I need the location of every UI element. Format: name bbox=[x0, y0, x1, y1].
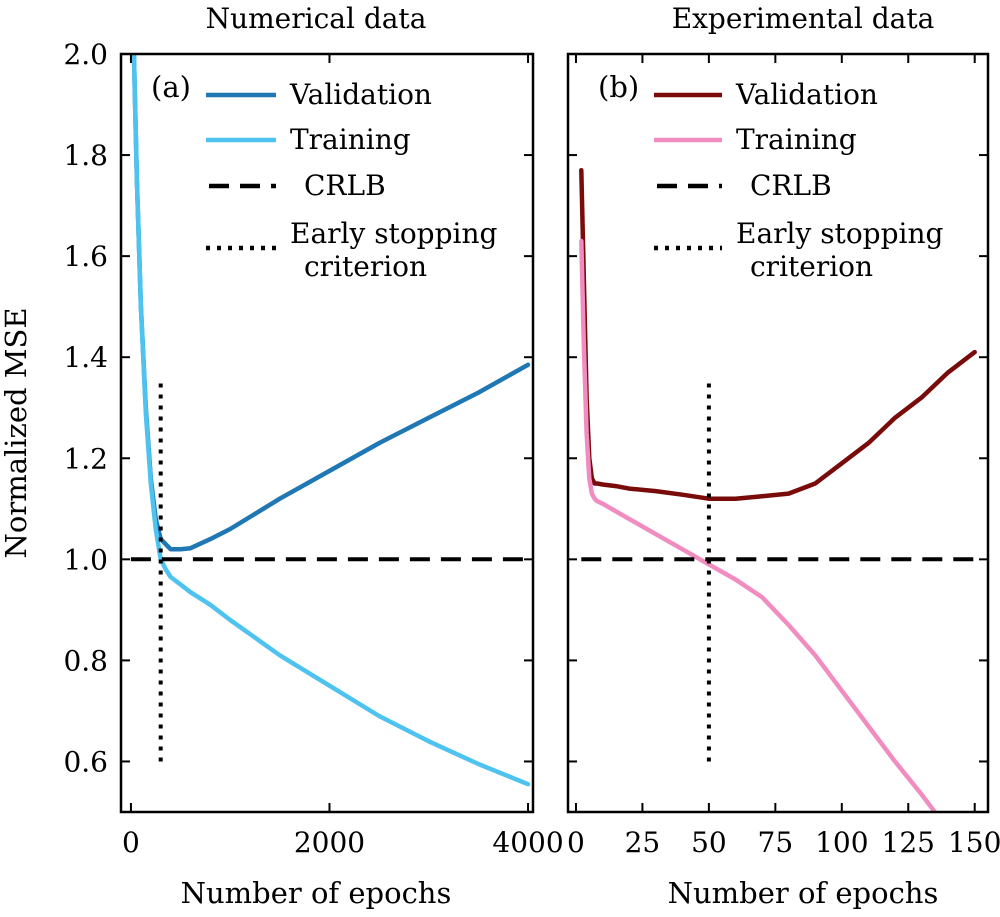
legend-label: CRLB bbox=[750, 169, 832, 202]
legend-label: criterion bbox=[750, 250, 873, 283]
x-axis-label: Number of epochs bbox=[668, 876, 939, 910]
y-tick-label: 1.4 bbox=[63, 341, 108, 374]
panel-b-frame: 0 25 50 75 100 125 150 Experimental data Number … bbox=[566, 2, 1000, 910]
x-tick-label: 50 bbox=[691, 826, 727, 859]
x-tick-label: 0 bbox=[567, 826, 585, 859]
y-tick-label: 1.8 bbox=[63, 139, 108, 172]
series-line-training bbox=[131, 54, 531, 787]
legend-label: CRLB bbox=[304, 169, 386, 202]
y-tick-label: 2.0 bbox=[63, 38, 108, 71]
axes-frame bbox=[566, 52, 990, 814]
legend-label: Validation bbox=[289, 78, 432, 111]
axes-frame bbox=[119, 52, 535, 814]
panel-label: (b) bbox=[598, 70, 639, 104]
x-tick-label: 0 bbox=[122, 826, 140, 859]
legend-label: Validation bbox=[735, 78, 878, 111]
y-tick-label: 1.6 bbox=[63, 240, 108, 273]
x-tick-label: 75 bbox=[758, 826, 794, 859]
panel-b-plot-area bbox=[579, 167, 977, 812]
legend-label: Early stopping bbox=[290, 217, 498, 250]
series-line-training bbox=[579, 238, 938, 812]
x-tick-label: 25 bbox=[625, 826, 661, 859]
legend-label: Training bbox=[290, 123, 411, 156]
x-tick-label: 4000 bbox=[492, 826, 563, 859]
y-tick-labels: 0.6 0.8 1.0 1.2 1.4 1.6 1.8 2.0 bbox=[63, 38, 108, 778]
legend-label: criterion bbox=[304, 250, 427, 283]
panel-b: 0 25 50 75 100 125 150 Experimental data Number … bbox=[566, 2, 1000, 910]
panel-a-frame: 0 2000 4000 Numerical data Number of epochs (… bbox=[119, 2, 564, 910]
panel-a-plot-area bbox=[130, 54, 531, 787]
legend-label: Early stopping bbox=[736, 217, 944, 250]
x-axis-label: Number of epochs bbox=[181, 876, 452, 910]
panel-label: (a) bbox=[151, 70, 191, 104]
y-tick-label: 0.6 bbox=[63, 745, 108, 778]
panel-title: Numerical data bbox=[206, 2, 427, 35]
x-tick-label: 100 bbox=[815, 826, 868, 859]
panel-a: 0 2000 4000 Numerical data Number of epochs (… bbox=[119, 2, 564, 910]
x-tick-label: 125 bbox=[882, 826, 935, 859]
y-tick-label: 1.0 bbox=[63, 543, 108, 576]
y-tick-label: 1.2 bbox=[63, 442, 108, 475]
legend-label: Training bbox=[736, 123, 857, 156]
y-tick-label: 0.8 bbox=[63, 644, 108, 677]
y-axis-label: Normalized MSE bbox=[0, 308, 33, 559]
panel-title: Experimental data bbox=[672, 2, 935, 35]
x-tick-label: 2000 bbox=[294, 826, 365, 859]
x-tick-label: 150 bbox=[948, 826, 1000, 859]
